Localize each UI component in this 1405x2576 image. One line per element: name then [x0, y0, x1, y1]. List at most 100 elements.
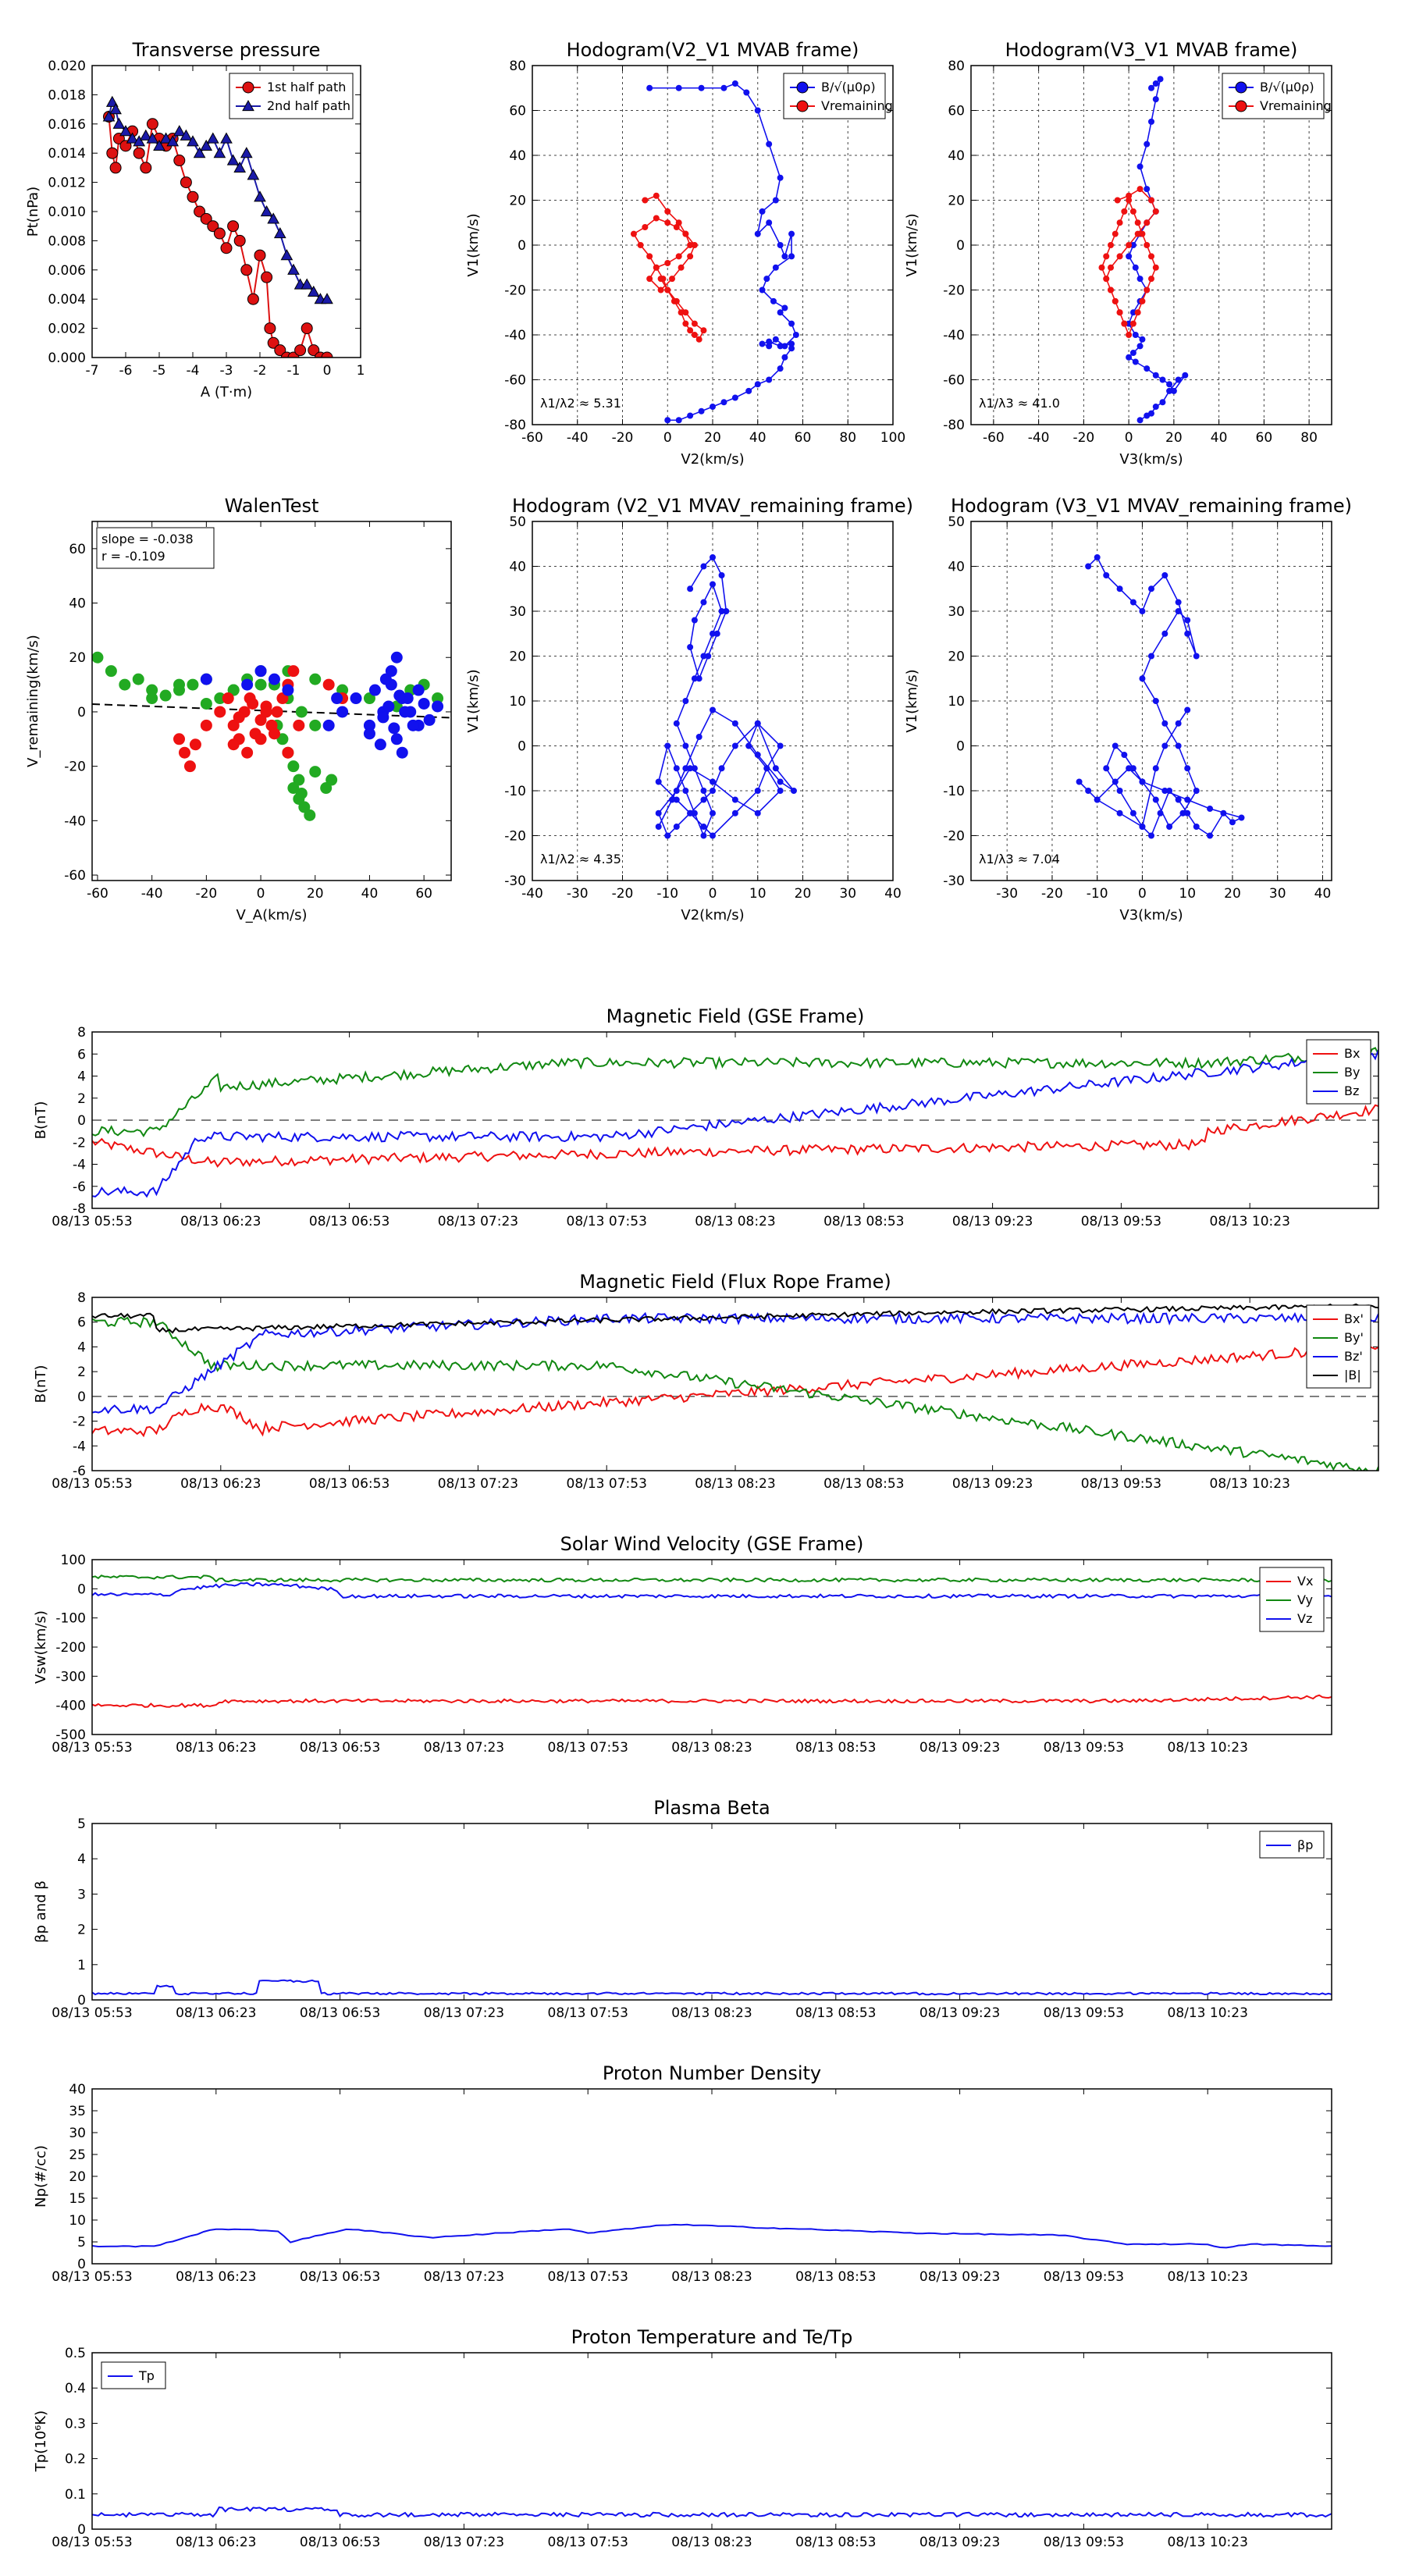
data-point	[180, 129, 193, 141]
x-tick-label: 08/13 08:23	[671, 2535, 752, 2550]
annotation-text: λ1/λ2 ≈ 5.31	[540, 396, 621, 411]
y-axis-label: V_remaining(km/s)	[25, 635, 41, 767]
data-point	[759, 208, 766, 215]
data-point	[336, 706, 349, 718]
data-point	[754, 788, 761, 794]
data-point	[173, 125, 186, 137]
series-line	[632, 194, 705, 341]
annotation-text: λ1/λ3 ≈ 41.0	[979, 396, 1060, 411]
data-point	[1126, 765, 1133, 772]
x-tick-label: 08/13 06:23	[176, 2535, 256, 2550]
data-point	[382, 700, 395, 713]
data-point	[112, 117, 126, 129]
data-point	[664, 742, 671, 749]
data-point	[133, 135, 146, 147]
series-line-Tp	[92, 2506, 1332, 2518]
data-point	[766, 376, 773, 383]
x-tick-label: 40	[749, 430, 767, 446]
legend: Tp	[101, 2361, 166, 2389]
data-point	[1139, 824, 1146, 830]
data-point	[105, 665, 117, 678]
x-tick-label: 08/13 08:53	[823, 1214, 904, 1229]
legend: Bx By Bz	[1306, 1039, 1371, 1105]
data-point	[274, 344, 286, 357]
data-point	[180, 176, 192, 189]
data-point	[646, 84, 653, 91]
data-point	[1114, 197, 1121, 204]
x-tick-label: 08/13 07:23	[438, 1476, 518, 1492]
legend-label: Vz	[1297, 1611, 1312, 1626]
x-tick-label: 08/13 05:53	[52, 1740, 132, 1756]
data-point	[720, 84, 727, 91]
data-point	[1116, 253, 1123, 260]
axes-frame	[91, 2352, 1332, 2530]
y-tick-label: 0.010	[48, 205, 86, 220]
y-tick-label: -500	[55, 1727, 86, 1743]
annotation-text: λ1/λ3 ≈ 7.04	[979, 852, 1060, 866]
data-point	[1159, 399, 1166, 406]
x-tick-label: 0	[1138, 886, 1147, 902]
data-point	[1103, 572, 1110, 578]
data-point	[1132, 358, 1139, 365]
x-tick-label: 08/13 09:23	[919, 2535, 1000, 2550]
x-tick-label: 08/13 09:23	[919, 1740, 1000, 1756]
y-tick-label: -2	[73, 1135, 86, 1151]
data-point	[630, 230, 637, 237]
y-tick-label: 0	[77, 1582, 86, 1597]
data-point	[379, 673, 392, 685]
data-point	[363, 692, 375, 705]
data-point	[718, 572, 725, 578]
data-point	[731, 796, 738, 803]
data-point	[1126, 242, 1133, 248]
data-point	[754, 230, 761, 237]
data-point	[187, 678, 199, 691]
data-point	[377, 711, 389, 724]
x-tick-label: 20	[1165, 430, 1183, 446]
data-point	[759, 340, 766, 347]
y-tick-label: 4	[77, 1340, 86, 1355]
data-point	[691, 242, 698, 248]
data-point	[731, 394, 738, 401]
data-point	[754, 381, 761, 388]
data-point	[687, 585, 694, 592]
data-point	[743, 89, 750, 96]
data-point	[657, 276, 664, 283]
x-tick-label: 08/13 09:23	[919, 2269, 1000, 2285]
data-point	[133, 147, 145, 159]
x-tick-label: 20	[704, 430, 721, 446]
y-tick-label: 0.008	[48, 233, 86, 249]
y-tick-label: 0.002	[48, 322, 86, 337]
data-point	[1121, 208, 1128, 215]
annotation-text: slope = -0.038	[101, 532, 194, 546]
data-point	[1148, 197, 1154, 204]
data-point	[304, 809, 316, 821]
data-point	[1207, 832, 1214, 839]
x-tick-label: -60	[521, 430, 543, 446]
x-tick-label: 08/13 06:53	[300, 1740, 380, 1756]
data-point	[720, 399, 727, 406]
data-point	[260, 706, 272, 718]
x-tick-label: 80	[839, 430, 856, 446]
y-tick-label: 6	[77, 1315, 86, 1331]
data-point	[1132, 332, 1139, 338]
x-tick-label: 30	[839, 886, 856, 902]
data-point	[1148, 253, 1154, 260]
x-tick-label: 08/13 05:53	[52, 2535, 132, 2550]
data-point	[187, 135, 199, 147]
data-point	[653, 192, 660, 199]
y-tick-label: 80	[509, 59, 526, 74]
data-point	[1121, 752, 1128, 758]
data-point	[1085, 563, 1092, 570]
data-point	[691, 332, 698, 338]
x-tick-label: 08/13 10:23	[1210, 1214, 1290, 1229]
data-point	[385, 665, 397, 678]
x-axis-label: A (T·m)	[201, 384, 252, 400]
data-point	[687, 327, 694, 334]
legend-label: Tp	[138, 2368, 155, 2383]
y-tick-label: 0	[956, 238, 965, 254]
data-point	[673, 765, 680, 772]
data-point	[700, 824, 707, 830]
data-point	[1144, 141, 1151, 148]
x-tick-label: 08/13 08:53	[795, 1740, 876, 1756]
data-point	[1116, 585, 1123, 592]
